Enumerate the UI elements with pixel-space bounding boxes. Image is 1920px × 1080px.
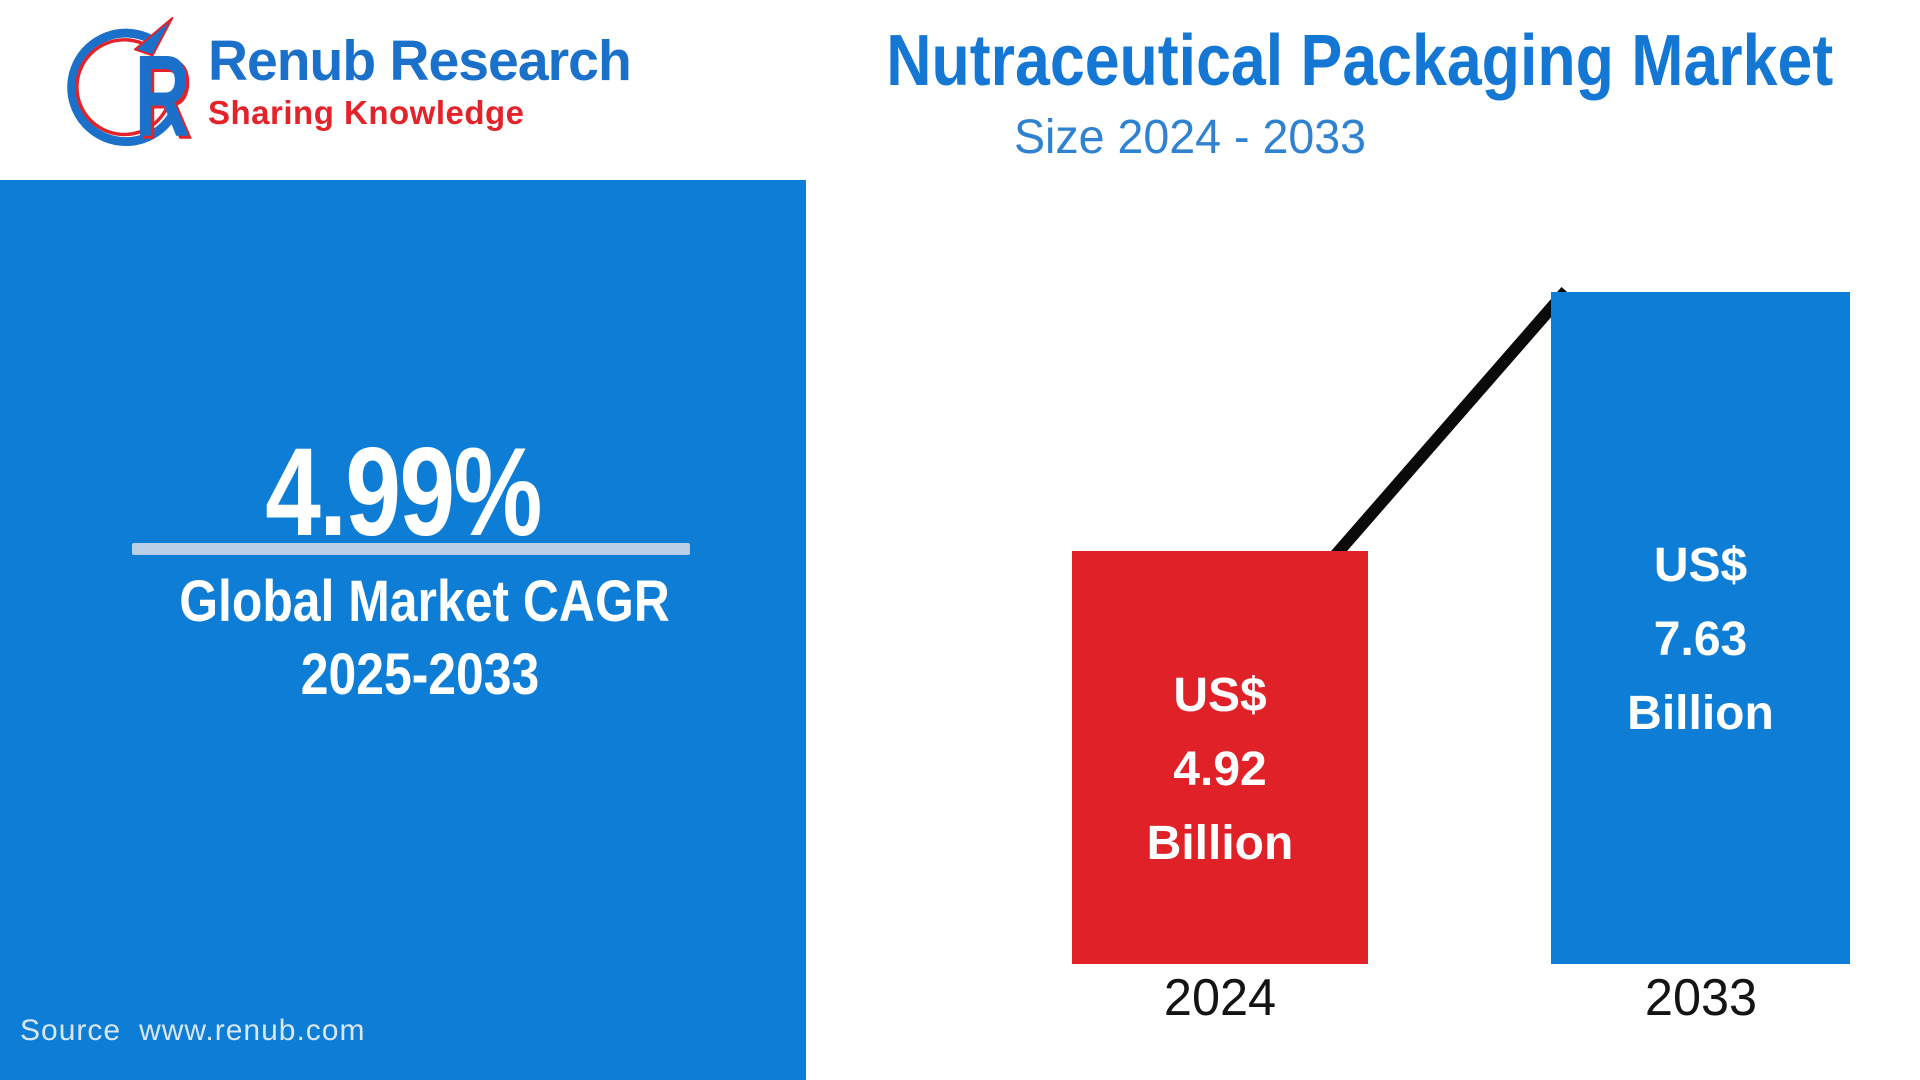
bar-2024: US$ 4.92 Billion [1072, 551, 1368, 964]
cagr-value: 4.99% [265, 423, 542, 562]
bar-2033: US$ 7.63 Billion [1551, 292, 1850, 964]
bar-2033-label-unit: Billion [1627, 687, 1774, 740]
bar-2024-label-currency: US$ [1173, 668, 1267, 722]
logo: R R Renub Research Sharing Knowledge [52, 14, 672, 164]
bar-2033-label-value: 7.63 [1653, 613, 1748, 666]
bar-2024-label-unit: Billion [1146, 816, 1294, 870]
brand-name: Renub Research [208, 29, 632, 93]
cagr-panel: 4.99% Global Market CAGR 2025-2033 Sourc… [0, 180, 806, 1080]
cagr-label-line2: 2025-2033 [300, 642, 540, 707]
page-subtitle: Size 2024 - 2033 [1013, 111, 1367, 164]
source-site: www.renub.com [139, 1014, 366, 1047]
x-axis-label-2024: 2024 [1163, 969, 1277, 1027]
logo-text: Renub Research Sharing Knowledge [208, 14, 644, 132]
page-title: Nutraceutical Packaging Market [886, 21, 1834, 101]
svg-text:R: R [138, 34, 193, 154]
bar-2033-label-currency: US$ [1653, 539, 1748, 592]
source-line: Source www.renub.com [20, 1014, 365, 1048]
renub-logo-icon: R R [67, 16, 193, 154]
cagr-divider [132, 543, 690, 555]
bar-2024-label-value: 4.92 [1173, 742, 1267, 796]
source-label: Source [20, 1014, 122, 1047]
x-axis-label-2033: 2033 [1644, 969, 1758, 1027]
brand-tagline: Sharing Knowledge [208, 93, 525, 131]
cagr-label-line1: Global Market CAGR [179, 569, 670, 634]
svg-text:R: R [135, 31, 190, 154]
